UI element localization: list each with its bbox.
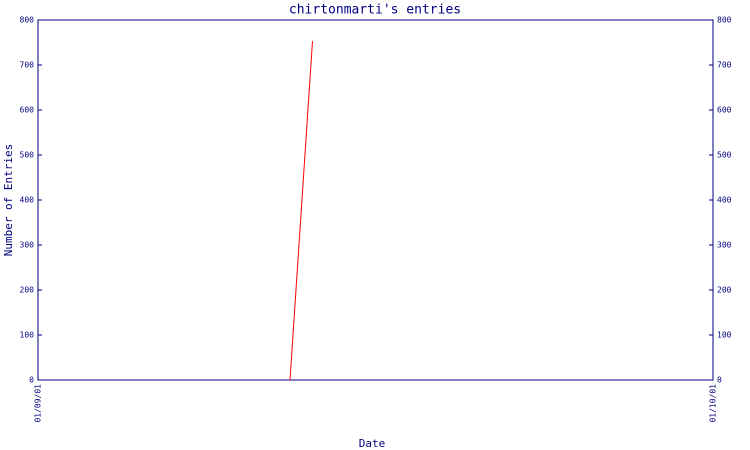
y2-tick-label: 700 <box>717 61 732 70</box>
y2-tick-label: 600 <box>717 106 732 115</box>
chart-title: chirtonmarti's entries <box>289 3 461 18</box>
y-tick-label: 800 <box>20 16 35 25</box>
x-axis-label: Date <box>359 437 386 450</box>
y2-tick-label: 400 <box>717 196 732 205</box>
y2-tick-label: 100 <box>717 331 732 340</box>
y-tick-label: 200 <box>20 286 35 295</box>
y-tick-label: 500 <box>20 151 35 160</box>
y2-tick-label: 200 <box>717 286 732 295</box>
y2-tick-label: 300 <box>717 241 732 250</box>
y-tick-label: 600 <box>20 106 35 115</box>
y-axis-label: Number of Entries <box>2 144 15 257</box>
y-tick-label: 0 <box>29 376 34 385</box>
y-tick-label: 400 <box>20 196 35 205</box>
series-line <box>289 41 313 381</box>
y-tick-label: 300 <box>20 241 35 250</box>
y2-tick-label: 800 <box>717 16 732 25</box>
x-tick-label: 01/10/01 <box>709 384 718 423</box>
y2-tick-label: 0 <box>717 376 722 385</box>
y-tick-label: 100 <box>20 331 35 340</box>
y-tick-label: 700 <box>20 61 35 70</box>
y2-tick-label: 500 <box>717 151 732 160</box>
x-tick-label: 01/09/01 <box>34 384 43 423</box>
